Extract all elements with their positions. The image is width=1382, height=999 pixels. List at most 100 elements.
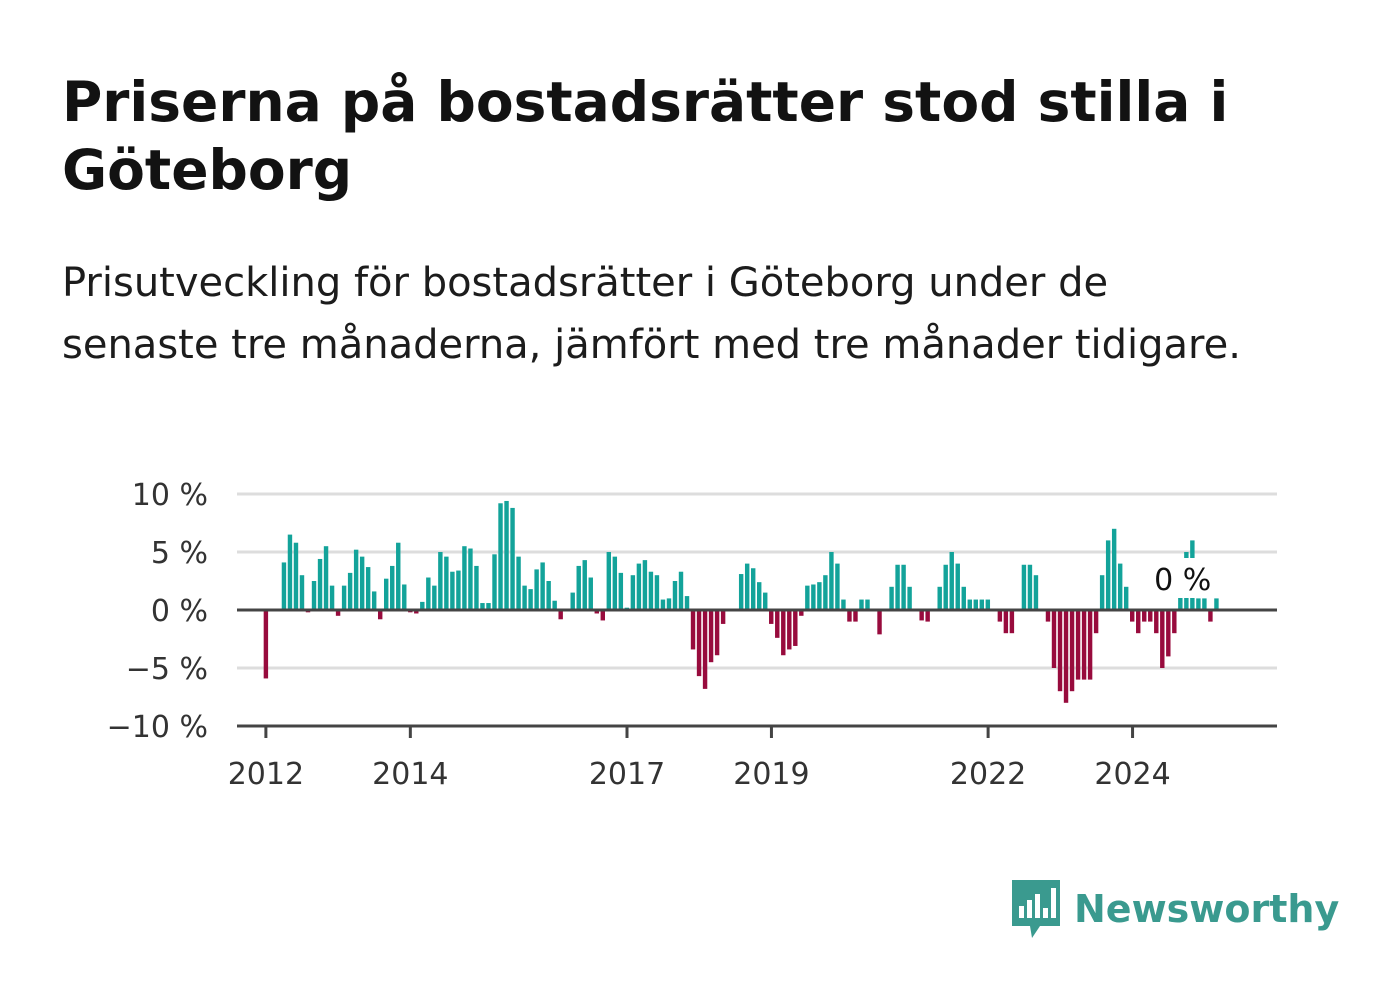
bar [414,610,419,614]
bar [432,585,437,610]
bar [329,585,335,610]
x-tick-label: 2019 [733,757,809,792]
bar [606,552,612,610]
bar-chart-speech-icon [1012,880,1060,938]
bar [793,610,798,646]
bar [390,565,395,610]
bar [588,577,593,610]
bar [997,610,1003,622]
bar [576,565,581,610]
bar [1130,610,1135,622]
bar [823,575,828,610]
bar [365,567,371,610]
bar [462,546,467,610]
bar [859,599,864,610]
bar [480,603,485,610]
bar [540,562,545,610]
bar [1003,610,1009,634]
bar [690,610,696,650]
bar [1117,563,1123,610]
annotation-background [1150,558,1217,598]
bar [919,610,924,621]
bar [835,563,840,610]
bar [1087,610,1093,680]
bar [889,586,894,610]
bar [1033,575,1039,610]
bar [516,556,521,610]
bar [456,570,461,610]
bar [618,572,624,610]
bar [1166,610,1171,657]
bar [781,610,786,656]
bar [1021,564,1027,610]
bar [1136,610,1141,634]
bar [949,552,954,610]
bar [1027,564,1033,610]
bar [377,610,383,620]
bar [636,563,642,610]
bar [757,582,762,610]
bar [353,549,359,610]
bar [811,584,816,610]
bar [384,578,389,610]
bar [847,610,852,622]
bar [1009,610,1015,634]
bar [1105,540,1111,610]
latest-value-annotation: 0 % [1154,563,1211,598]
bar [678,571,684,610]
bar [546,581,551,610]
bar [594,610,599,614]
bar [841,599,846,610]
y-tick-label: −5 % [126,652,208,687]
bar [522,585,527,610]
bar [347,572,353,610]
bar [1063,610,1069,703]
bar [799,610,804,616]
bar [925,610,930,622]
bar [558,610,563,620]
bar [504,500,509,610]
bar [877,610,882,635]
bar [426,577,431,610]
x-tick-label: 2022 [950,757,1026,792]
bar [1214,598,1219,610]
bar [775,610,780,638]
bar [1111,528,1117,610]
bar [967,599,972,610]
label-layer: 10 % 5 % 0 % −5 % −10 % 2012 2014 2017 2019 2022 2… [107,478,1217,792]
bar [359,556,365,610]
bar [1196,598,1201,610]
axis-layer [237,608,1277,738]
x-tick-label: 2017 [589,757,665,792]
bar [552,600,557,610]
bar [1208,610,1213,622]
bar [420,601,425,610]
bar [865,599,870,610]
bar [654,575,660,610]
y-tick-label: 0 % [151,594,208,629]
bar [660,599,666,610]
bar [672,581,678,610]
chart-title: Priserna på bostadsrätter stod stilla i … [62,70,1229,202]
bar [805,585,810,610]
bar [1172,610,1177,634]
brand-logo: Newsworthy [1010,878,1339,940]
bar [311,581,317,610]
bar [714,610,720,656]
bar [769,610,774,624]
bar [630,575,636,610]
bar [492,554,497,610]
bar [787,610,792,650]
bar [281,562,287,610]
bar [895,564,900,610]
bar [684,596,690,610]
bar [907,586,912,610]
bar [1202,598,1207,610]
bar [468,548,473,610]
bar [1142,610,1147,622]
x-tick-label: 2014 [372,757,448,792]
bar [1148,610,1153,622]
bar [341,585,347,610]
bar [642,560,648,610]
bar [570,592,575,610]
